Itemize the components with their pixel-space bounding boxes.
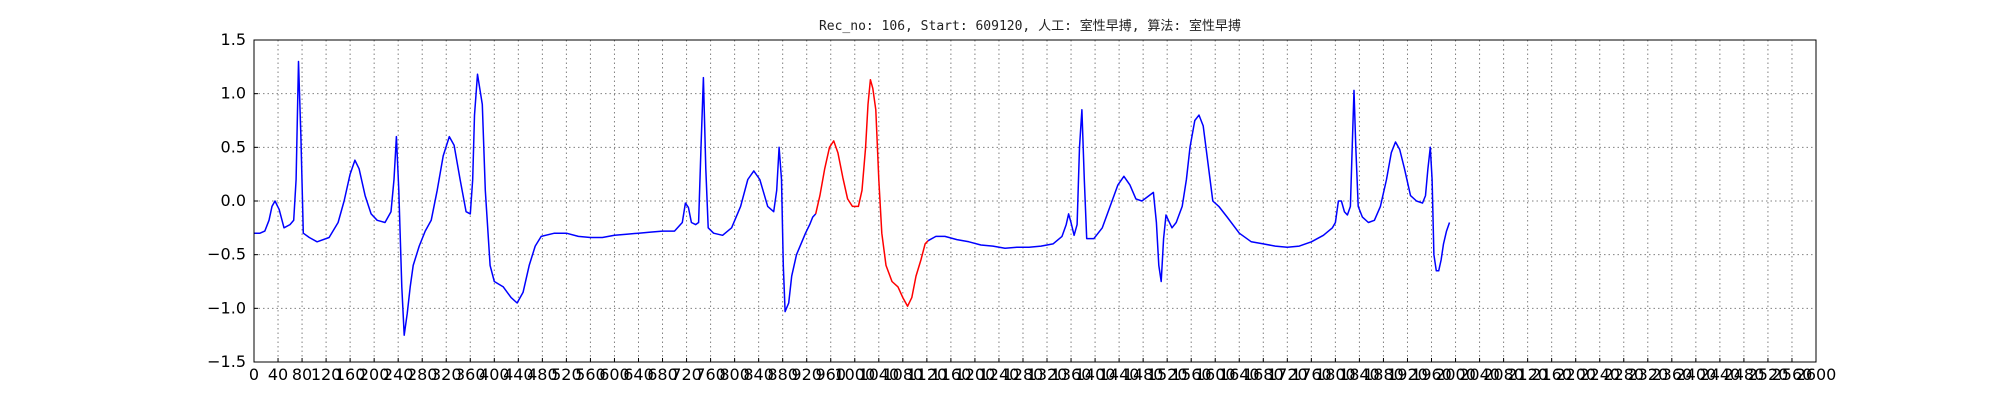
x-tick-label: 1760 xyxy=(1291,365,1332,384)
x-tick-label: 2040 xyxy=(1459,365,1500,384)
x-tick-label: 680 xyxy=(647,365,678,384)
x-tick-label: 1440 xyxy=(1099,365,1140,384)
x-tick-label: 1720 xyxy=(1267,365,1308,384)
x-tick-label: 1600 xyxy=(1195,365,1236,384)
x-tick-label: 2080 xyxy=(1483,365,1524,384)
x-tick-label: 1160 xyxy=(931,365,972,384)
x-tick-label: 520 xyxy=(551,365,582,384)
grid-lines xyxy=(253,39,1817,363)
x-tick-label: 480 xyxy=(527,365,558,384)
x-tick-label: 920 xyxy=(791,365,822,384)
x-tick-label: 2240 xyxy=(1579,365,1620,384)
x-tick-label: 1120 xyxy=(907,365,948,384)
y-tick-label: −0.5 xyxy=(207,245,246,264)
x-tick-label: 120 xyxy=(311,365,342,384)
x-tick-label: 2200 xyxy=(1555,365,1596,384)
y-tick-label: 0.0 xyxy=(221,191,246,210)
x-tick-label: 240 xyxy=(383,365,414,384)
x-tick-label: 400 xyxy=(479,365,510,384)
x-tick-label: 2120 xyxy=(1507,365,1548,384)
x-tick-label: 880 xyxy=(767,365,798,384)
x-tick-label: 2440 xyxy=(1700,365,1741,384)
x-tick-label: 1520 xyxy=(1147,365,1188,384)
x-tick-label: 440 xyxy=(503,365,534,384)
x-tick-label: 2400 xyxy=(1675,365,1716,384)
x-tick-label: 1400 xyxy=(1075,365,1116,384)
x-tick-label: 2520 xyxy=(1748,365,1789,384)
x-tick-label: 840 xyxy=(743,365,774,384)
x-tick-label: 1040 xyxy=(858,365,899,384)
x-tick-label: 1360 xyxy=(1051,365,1092,384)
chart-title: Rec_no: 106, Start: 609120, 人工: 室性早搏, 算法… xyxy=(819,18,1241,34)
y-tick-label: 1.5 xyxy=(221,30,246,49)
x-tick-label: 2320 xyxy=(1627,365,1668,384)
x-tick-label: 1000 xyxy=(834,365,875,384)
x-tick-label: 1280 xyxy=(1003,365,1044,384)
y-tick-label: 0.5 xyxy=(221,137,246,156)
x-tick-label: 1560 xyxy=(1171,365,1212,384)
x-tick-label: 1960 xyxy=(1411,365,1452,384)
x-tick-label: 760 xyxy=(695,365,726,384)
series-line xyxy=(254,60,817,336)
x-tick-label: 40 xyxy=(268,365,288,384)
y-tick-label: −1.5 xyxy=(207,352,246,371)
x-tick-label: 1080 xyxy=(882,365,923,384)
y-axis-ticks: 1.5 1.0 0.5 0.0 −0.5 −1.0 −1.5 xyxy=(207,30,258,371)
x-tick-label: 1680 xyxy=(1243,365,1284,384)
x-tick-label: 1320 xyxy=(1027,365,1068,384)
x-tick-label: 2360 xyxy=(1651,365,1692,384)
x-tick-label: 0 xyxy=(249,365,259,384)
x-tick-label: 720 xyxy=(671,365,702,384)
x-tick-label: 360 xyxy=(455,365,486,384)
x-tick-label: 200 xyxy=(359,365,390,384)
x-tick-label: 2480 xyxy=(1724,365,1765,384)
series-group xyxy=(254,60,1451,336)
x-tick-label: 560 xyxy=(575,365,606,384)
x-tick-label: 2560 xyxy=(1772,365,1813,384)
x-tick-label: 280 xyxy=(407,365,438,384)
x-tick-label: 1880 xyxy=(1363,365,1404,384)
x-tick-label: 2280 xyxy=(1603,365,1644,384)
x-tick-label: 320 xyxy=(431,365,462,384)
x-tick-label: 1480 xyxy=(1123,365,1164,384)
x-tick-label: 1800 xyxy=(1315,365,1356,384)
x-tick-label: 160 xyxy=(335,365,366,384)
x-tick-label: 640 xyxy=(623,365,654,384)
x-tick-label: 1840 xyxy=(1339,365,1380,384)
x-tick-label: 1640 xyxy=(1219,365,1260,384)
x-tick-label: 1200 xyxy=(955,365,996,384)
x-tick-label: 1920 xyxy=(1387,365,1428,384)
series-line xyxy=(814,78,929,307)
x-tick-label: 1240 xyxy=(979,365,1020,384)
x-axis-ticks: 0 40 8012016020024028032036040044048052056… xyxy=(249,358,1836,384)
x-tick-label: 80 xyxy=(292,365,312,384)
y-tick-label: 1.0 xyxy=(221,84,246,103)
x-tick-label: 800 xyxy=(719,365,750,384)
x-tick-label: 960 xyxy=(815,365,846,384)
x-tick-label: 600 xyxy=(599,365,630,384)
series-line xyxy=(927,89,1451,283)
x-tick-label: 2600 xyxy=(1796,365,1837,384)
x-tick-label: 2000 xyxy=(1435,365,1476,384)
x-tick-label: 2160 xyxy=(1531,365,1572,384)
y-tick-label: −1.0 xyxy=(207,298,246,317)
